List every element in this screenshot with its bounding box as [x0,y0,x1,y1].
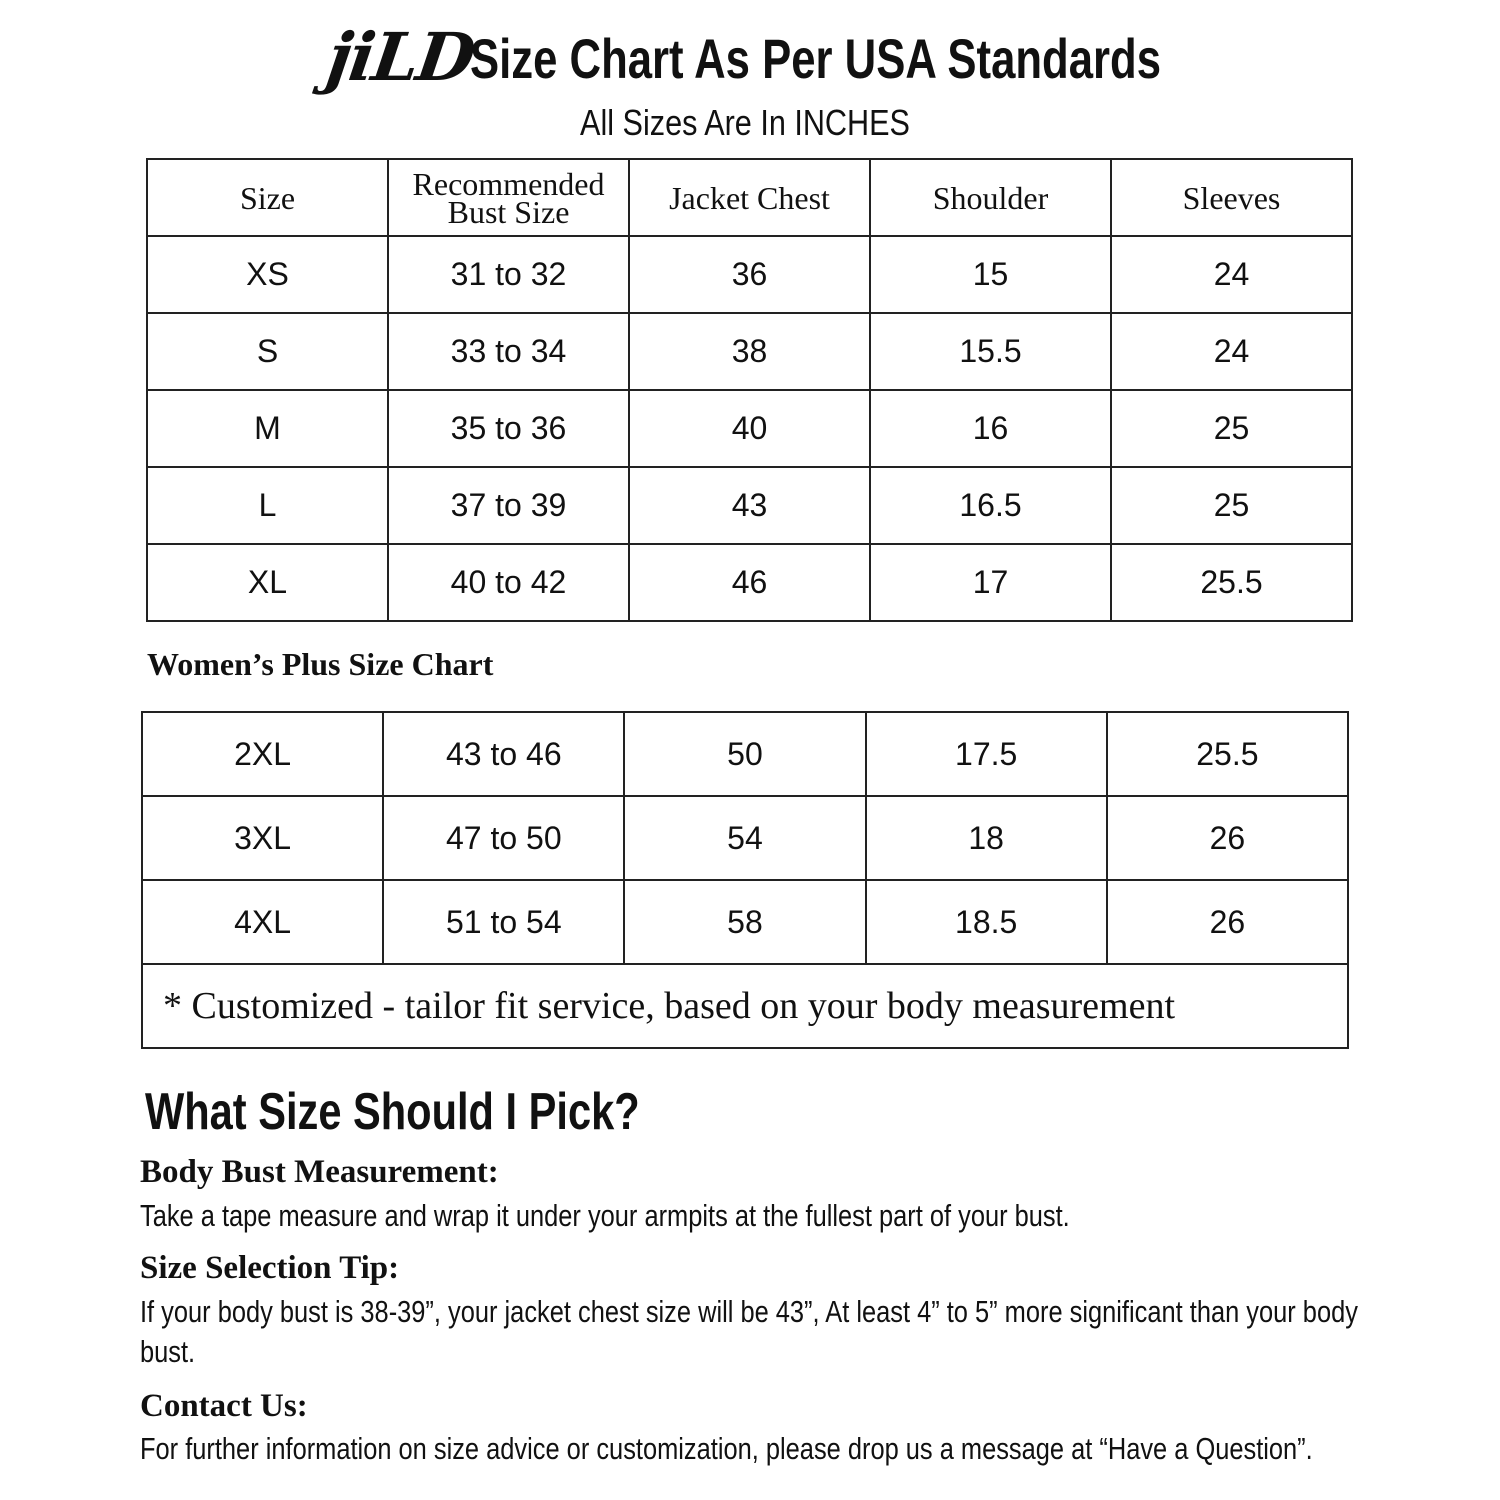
page-title: Size Chart As Per USA Standards [470,27,1161,90]
guide-heading-contact: Contact Us: [140,1388,308,1424]
table-row: XL 40 to 42 46 17 25.5 [146,543,1353,622]
guide-heading-tip: Size Selection Tip: [140,1250,400,1286]
guide-text-tip: If your body bust is 38-39”, your jacket… [140,1294,1358,1369]
table-cell: 26 [1105,795,1350,881]
table-cell: 43 to 46 [382,711,626,797]
table-cell: 37 to 39 [387,466,630,545]
table-cell: 17.5 [864,711,1108,797]
table-cell: 35 to 36 [387,389,630,468]
table-cell: 16.5 [869,466,1112,545]
column-header: Size [146,158,389,237]
plus-size-table: 2XL 43 to 46 50 17.5 25.5 3XL 47 to 50 54 18 26 4X… [140,711,1350,1049]
table-cell: 25.5 [1105,711,1350,797]
table-row: 2XL 43 to 46 50 17.5 25.5 [140,711,1350,797]
table-cell: 31 to 32 [387,235,630,314]
table-row: XS 31 to 32 36 15 24 [146,235,1353,314]
table-cell: 16 [869,389,1112,468]
table-row: S 33 to 34 38 15.5 24 [146,312,1353,391]
table-row: L 37 to 39 43 16.5 25 [146,466,1353,545]
table-row: 3XL 47 to 50 54 18 26 [140,795,1350,881]
table-cell: L [146,466,389,545]
table-cell: 15 [869,235,1112,314]
table-cell: 25 [1110,389,1353,468]
guide-heading-bust: Body Bust Measurement: [140,1154,499,1190]
plus-size-title: Women’s Plus Size Chart [147,646,494,682]
table-cell: 40 to 42 [387,543,630,622]
table-cell: 46 [628,543,871,622]
column-header: Sleeves [1110,158,1353,237]
table-cell: 18 [864,795,1108,881]
guide-text-contact: For further information on size advice o… [140,1431,1313,1466]
table-cell: 50 [623,711,867,797]
table-cell: 3XL [140,795,385,881]
table-cell: 2XL [140,711,385,797]
table-cell: 18.5 [864,879,1108,965]
table-cell: XL [146,543,389,622]
guide-text-bust: Take a tape measure and wrap it under yo… [140,1198,1070,1233]
table-cell: 33 to 34 [387,312,630,391]
table-row: 4XL 51 to 54 58 18.5 26 [140,879,1350,965]
brand-logo: jiLD [322,18,479,96]
table-cell: XS [146,235,389,314]
table-cell: 40 [628,389,871,468]
table-cell: 36 [628,235,871,314]
size-chart-table: Size Recommended Bust Size Jacket Chest Sho… [146,158,1353,622]
table-header-row: Size Recommended Bust Size Jacket Chest Sho… [146,158,1353,237]
table-row: M 35 to 36 40 16 25 [146,389,1353,468]
table-cell: 47 to 50 [382,795,626,881]
table-cell: 54 [623,795,867,881]
table-cell: M [146,389,389,468]
table-cell: 24 [1110,312,1353,391]
guide-title: What Size Should I Pick? [145,1083,640,1141]
table-cell: 58 [623,879,867,965]
table-cell: S [146,312,389,391]
customization-note: * Customized - tailor fit service, based… [141,963,1349,1049]
table-cell: 25 [1110,466,1353,545]
column-header: Shoulder [869,158,1112,237]
table-cell: 15.5 [869,312,1112,391]
column-header: Jacket Chest [628,158,871,237]
table-cell: 17 [869,543,1112,622]
table-cell: 43 [628,466,871,545]
page-subtitle: All Sizes Are In INCHES [580,102,910,143]
table-cell: 25.5 [1110,543,1353,622]
table-cell: 51 to 54 [382,879,626,965]
table-cell: 24 [1110,235,1353,314]
column-header: Recommended Bust Size [387,158,630,237]
table-cell: 38 [628,312,871,391]
table-cell: 4XL [140,879,385,965]
table-cell: 26 [1105,879,1350,965]
